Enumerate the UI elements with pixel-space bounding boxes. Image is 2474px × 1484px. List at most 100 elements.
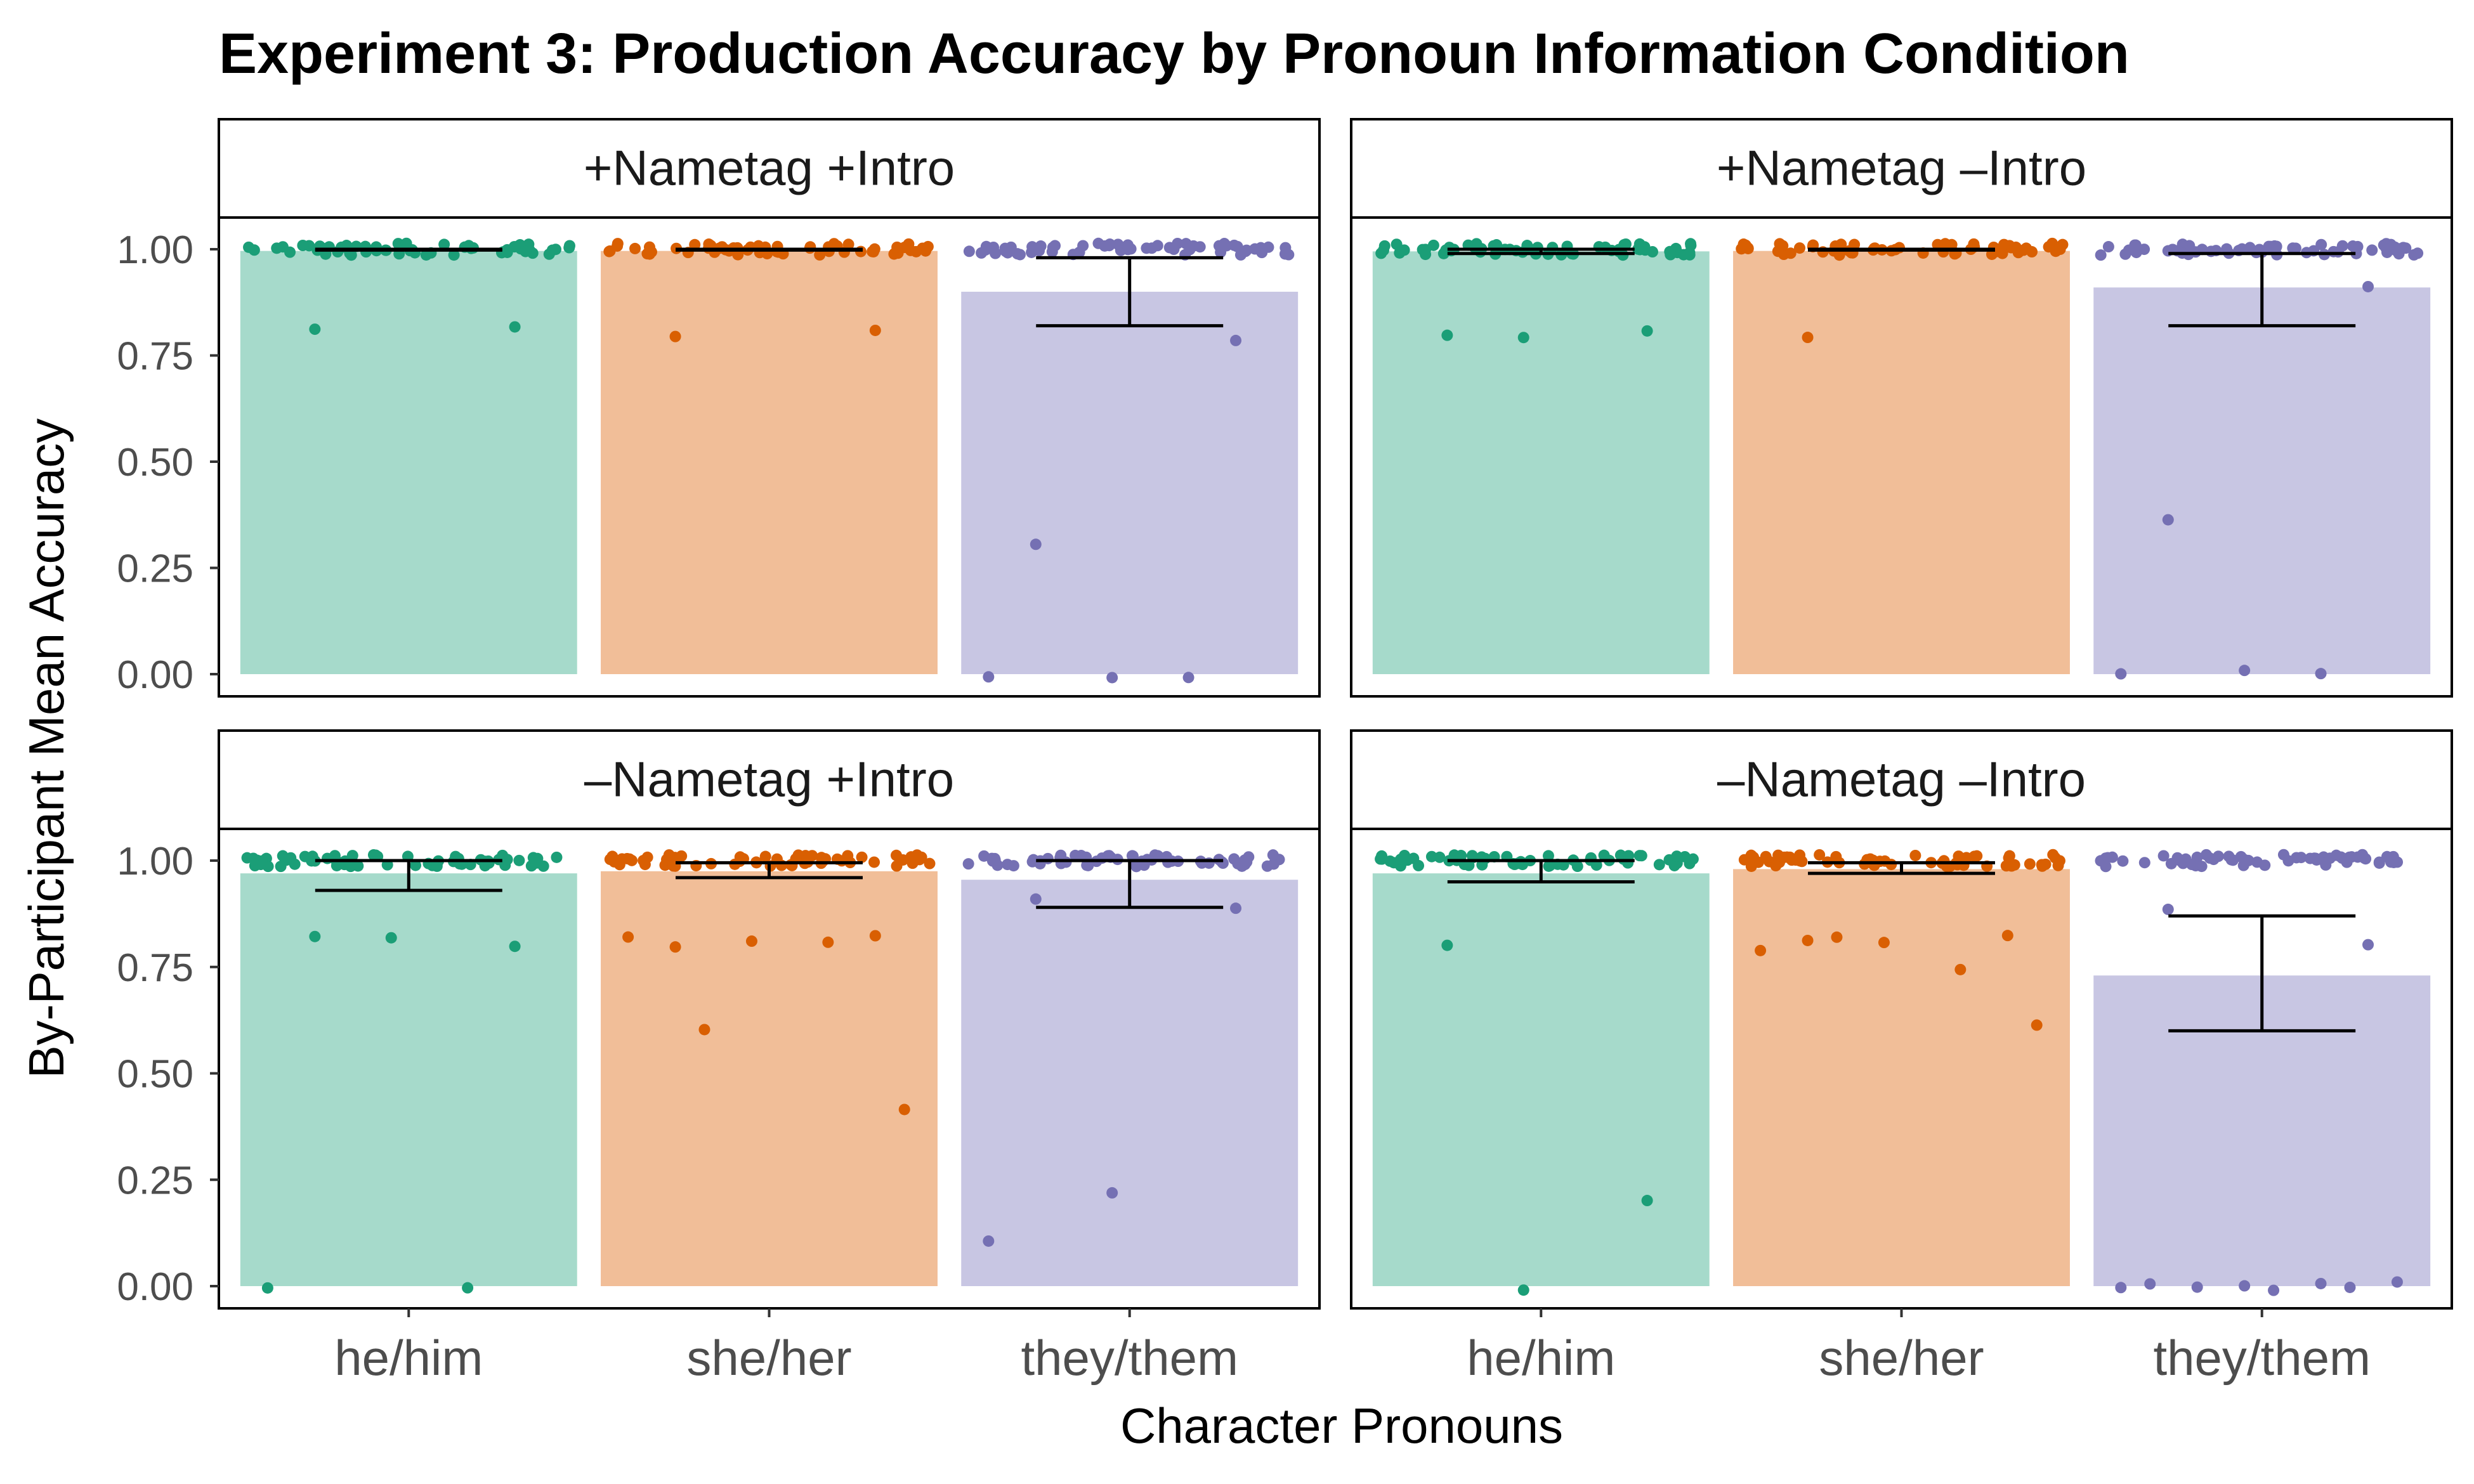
data-point	[1784, 247, 1797, 259]
data-point	[2138, 857, 2150, 869]
data-point	[983, 671, 995, 683]
data-point	[2053, 855, 2065, 867]
data-point	[1879, 855, 1891, 867]
data-point	[1599, 241, 1611, 253]
bar-she-her	[1733, 251, 2070, 674]
data-point	[2196, 861, 2208, 873]
data-point	[352, 860, 364, 872]
data-point	[2117, 855, 2129, 867]
x-tick-label: they/them	[1021, 1330, 1238, 1386]
data-point	[2319, 857, 2331, 869]
data-point	[1376, 850, 1388, 862]
data-point	[1547, 242, 1559, 254]
panel-3: –Nametag +Intro 0.00 0.25 0.50 0.75 1.00 he/hi…	[117, 729, 1321, 1386]
error-bar-they-them	[1036, 859, 1224, 909]
data-point	[1738, 854, 1750, 866]
data-point	[1030, 893, 1042, 905]
data-point	[835, 855, 848, 867]
data-point	[1230, 902, 1242, 914]
data-point	[1794, 849, 1806, 861]
data-point	[2100, 861, 2112, 873]
error-bar-they-them	[2168, 914, 2356, 1032]
data-point	[2352, 851, 2364, 863]
bar-they-them	[2093, 287, 2431, 674]
data-point	[2392, 856, 2404, 868]
y-axis-title: By-Participant Mean Accuracy	[18, 419, 74, 1078]
y-tick-label: 0.75	[117, 946, 193, 990]
error-bar-she-her	[676, 247, 863, 252]
data-point	[309, 323, 321, 335]
data-point	[1182, 672, 1194, 684]
data-point	[2039, 858, 2052, 870]
data-point	[2001, 930, 2013, 942]
y-tick-label: 0.75	[117, 335, 193, 379]
y-tick-label: 0.25	[117, 547, 193, 591]
data-point	[1814, 849, 1826, 861]
data-point	[2162, 514, 2174, 526]
bar-he-him	[240, 251, 577, 674]
data-point	[1047, 242, 1059, 254]
data-point	[1127, 850, 1139, 862]
data-point	[2332, 246, 2344, 258]
panel-2: +Nametag –Intro	[1350, 118, 2453, 698]
data-point	[2362, 280, 2374, 292]
data-point	[822, 936, 834, 948]
data-point	[1162, 856, 1174, 868]
panel-strip-label: +Nametag +Intro	[584, 140, 955, 196]
data-point	[2408, 249, 2420, 261]
data-point	[868, 856, 880, 868]
error-bar-he-him	[1447, 859, 1635, 884]
data-point	[1213, 240, 1225, 252]
data-point	[621, 852, 633, 864]
data-point	[638, 854, 650, 866]
data-point	[2054, 244, 2066, 256]
data-point	[924, 857, 936, 869]
data-point	[759, 850, 771, 862]
data-point	[1633, 850, 1646, 862]
data-point	[275, 861, 287, 873]
data-point	[462, 1282, 474, 1294]
data-point	[1664, 245, 1676, 257]
data-point	[1802, 934, 1814, 946]
data-point	[1878, 937, 1890, 949]
data-point	[367, 849, 379, 861]
panel-strip-label: +Nametag –Intro	[1717, 140, 2086, 196]
data-point	[2315, 238, 2327, 251]
data-point	[1760, 850, 1772, 862]
data-point	[284, 246, 296, 258]
data-point	[2236, 243, 2248, 255]
data-point	[1802, 332, 1814, 344]
error-bar-he-him	[315, 247, 502, 252]
error-bar-she-her	[1808, 247, 1995, 252]
data-point	[2373, 857, 2385, 869]
data-point	[1230, 334, 1242, 346]
data-point	[962, 858, 974, 870]
x-tick-label: he/him	[1467, 1330, 1615, 1386]
data-point	[2119, 248, 2131, 260]
data-point	[629, 242, 641, 254]
data-point	[1685, 238, 1697, 250]
data-point	[2259, 859, 2271, 871]
data-point	[1517, 1284, 1529, 1296]
data-point	[897, 854, 909, 866]
data-point	[2362, 939, 2374, 951]
data-point	[2010, 241, 2022, 253]
data-point	[1026, 856, 1038, 868]
data-point	[988, 241, 1000, 253]
data-point	[289, 858, 301, 870]
data-point	[1954, 963, 1967, 975]
panel-1: +Nametag +Intro 0.00 0.25 0.50 0.75 1.00	[117, 118, 1321, 698]
x-tick-label: she/her	[686, 1330, 851, 1386]
y-tick-label: 1.00	[117, 840, 193, 883]
data-point	[385, 932, 397, 944]
data-point	[604, 854, 616, 866]
panel-strip	[1350, 729, 2453, 830]
data-point	[2003, 850, 2015, 862]
data-point	[2185, 859, 2197, 871]
data-point	[1868, 859, 1880, 871]
data-point	[856, 851, 868, 863]
data-point	[2239, 665, 2251, 677]
data-point	[2277, 849, 2289, 861]
panel-strip	[218, 729, 1321, 830]
panel-border	[1350, 216, 2453, 698]
